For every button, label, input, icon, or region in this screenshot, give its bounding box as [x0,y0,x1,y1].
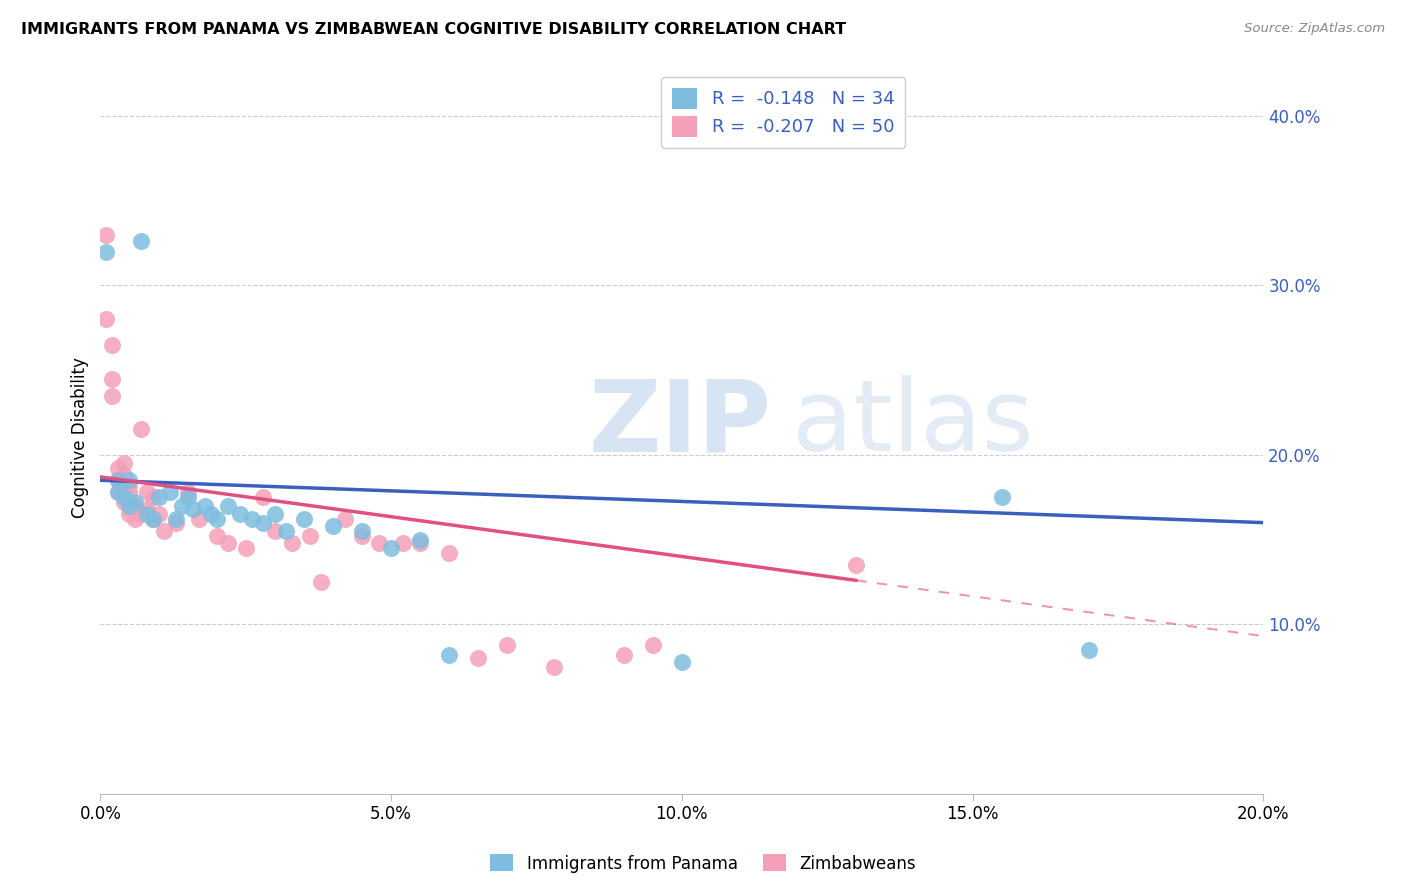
Point [118,478,141,492]
Point [194,499,217,513]
Text: Source: ZipAtlas.com: Source: ZipAtlas.com [1244,22,1385,36]
Point [641,638,664,652]
Text: atlas: atlas [793,376,1033,472]
Point [107,473,129,487]
Point [107,473,129,487]
Point [263,507,285,521]
Point [263,524,285,538]
Point [188,512,211,526]
Y-axis label: Cognitive Disability: Cognitive Disability [72,358,89,518]
Point [148,490,170,504]
Point [112,490,135,504]
Point [135,485,157,500]
Point [350,529,373,543]
Point [543,659,565,673]
Point [439,648,461,662]
Point [391,536,413,550]
Point [96,227,118,242]
Point [118,485,141,500]
Point [322,519,344,533]
Point [368,536,391,550]
Point [217,536,239,550]
Point [311,574,333,589]
Point [112,456,135,470]
Text: IMMIGRANTS FROM PANAMA VS ZIMBABWEAN COGNITIVE DISABILITY CORRELATION CHART: IMMIGRANTS FROM PANAMA VS ZIMBABWEAN COG… [21,22,846,37]
Point [107,485,129,500]
Point [235,541,257,555]
Point [153,524,176,538]
Point [252,490,274,504]
Point [96,244,118,259]
Point [165,516,187,530]
Point [281,536,304,550]
Point [112,478,135,492]
Point [135,507,157,521]
Point [129,507,152,521]
Point [205,512,228,526]
Point [467,651,489,665]
Point [159,485,181,500]
Point [350,524,373,538]
Point [124,495,146,509]
Point [118,499,141,513]
Point [439,546,461,560]
Point [124,512,146,526]
Point [380,541,402,555]
Point [112,495,135,509]
Point [176,490,198,504]
Legend: R =  -0.148   N = 34, R =  -0.207   N = 50: R = -0.148 N = 34, R = -0.207 N = 50 [661,77,905,147]
Point [129,422,152,436]
Point [276,524,298,538]
Point [845,558,868,572]
Point [252,516,274,530]
Point [409,533,432,547]
Point [101,337,124,351]
Point [292,512,315,526]
Point [333,512,356,526]
Point [142,512,165,526]
Point [112,468,135,483]
Point [129,235,152,249]
Point [107,485,129,500]
Point [107,461,129,475]
Point [96,312,118,326]
Point [496,638,519,652]
Point [613,648,636,662]
Point [142,512,165,526]
Point [165,512,187,526]
Text: ZIP: ZIP [589,376,772,472]
Point [101,371,124,385]
Legend: Immigrants from Panama, Zimbabweans: Immigrants from Panama, Zimbabweans [484,847,922,880]
Point [107,473,129,487]
Point [990,490,1012,504]
Point [229,507,252,521]
Point [409,536,432,550]
Point [298,529,321,543]
Point [183,502,205,516]
Point [200,507,222,521]
Point [1077,642,1099,657]
Point [118,495,141,509]
Point [142,490,165,504]
Point [135,502,157,516]
Point [101,388,124,402]
Point [170,499,193,513]
Point [205,529,228,543]
Point [148,507,170,521]
Point [118,473,141,487]
Point [118,507,141,521]
Point [176,485,198,500]
Point [124,499,146,513]
Point [217,499,239,513]
Point [671,655,693,669]
Point [240,512,263,526]
